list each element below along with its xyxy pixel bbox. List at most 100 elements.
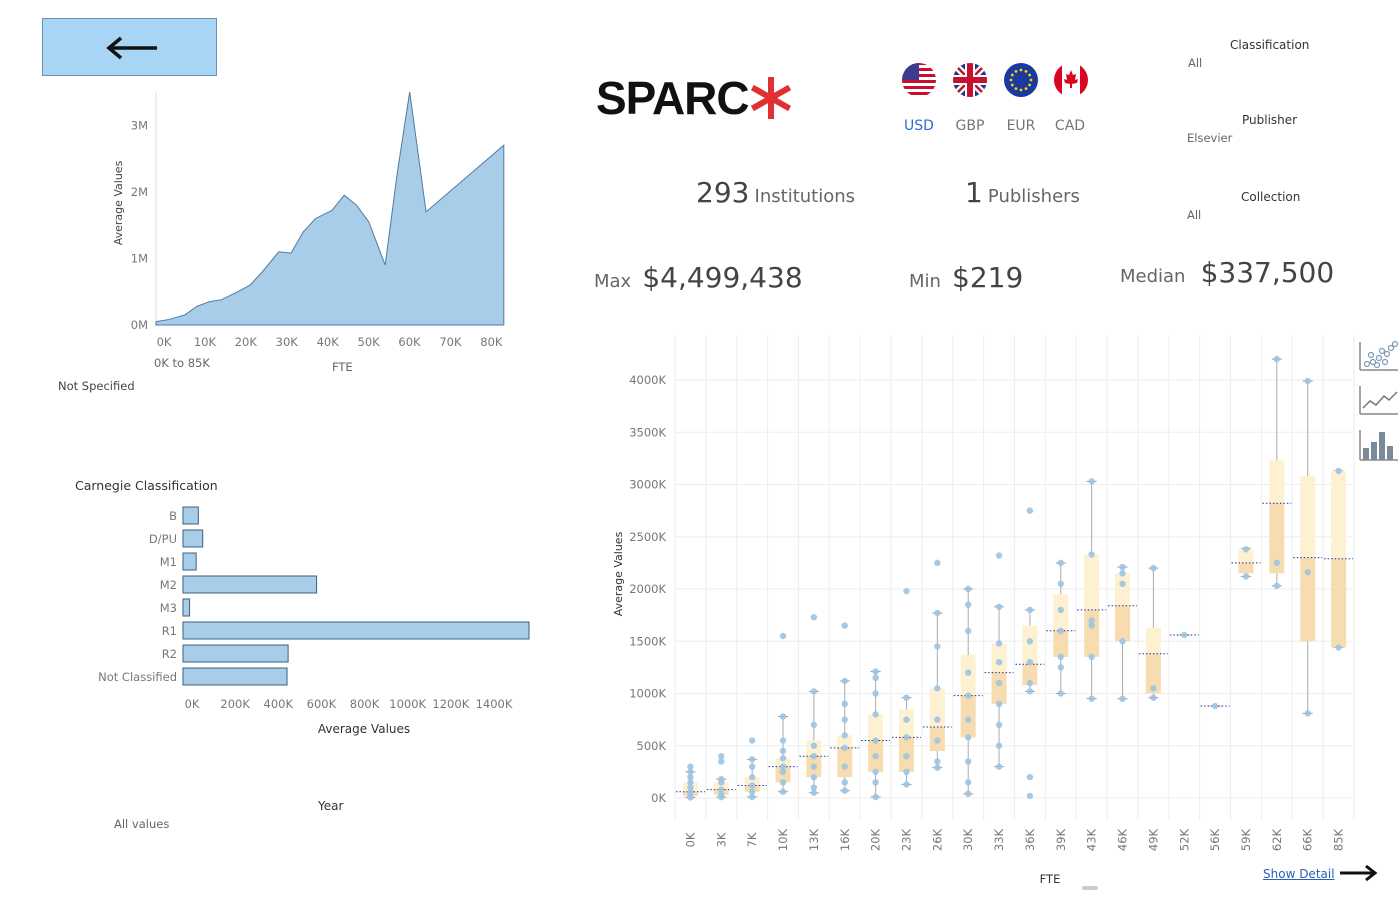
- canada-flag-icon[interactable]: [1053, 62, 1089, 98]
- box-group: [706, 753, 736, 801]
- carnegie-x-tick: 1000K: [389, 697, 426, 711]
- box-y-tick: 500K: [637, 739, 667, 753]
- box-y-tick: 3500K: [629, 425, 666, 439]
- box-lower: [1145, 653, 1161, 694]
- box-point: [1304, 710, 1311, 717]
- uk-flag-icon[interactable]: [952, 62, 988, 98]
- eu-star: [1010, 83, 1014, 87]
- box-point: [1273, 355, 1281, 363]
- box-lower: [1269, 503, 1285, 574]
- box-point: [1273, 559, 1281, 567]
- carnegie-category: M3: [160, 601, 177, 615]
- box-point: [934, 685, 941, 692]
- box-point: [1026, 792, 1034, 800]
- line-view-icon[interactable]: [1358, 384, 1398, 416]
- not-specified-label[interactable]: Not Specified: [58, 379, 135, 393]
- area-y-tick: 3M: [131, 118, 148, 132]
- show-detail-link[interactable]: Show Detail: [1263, 867, 1335, 881]
- box-upper: [744, 777, 760, 786]
- box-upper: [1269, 460, 1285, 504]
- box-point: [934, 643, 941, 650]
- box-point: [965, 716, 972, 723]
- area-y-label: Average Values: [112, 160, 125, 245]
- box-lower: [991, 672, 1007, 704]
- max-value: $4,499,438: [642, 261, 803, 294]
- box-upper: [837, 735, 853, 748]
- box-lower: [1331, 558, 1347, 648]
- box-x-tick: 16K: [838, 828, 852, 851]
- box-point: [995, 700, 1003, 708]
- box-point: [779, 788, 787, 795]
- scroll-handle[interactable]: [1082, 886, 1098, 890]
- box-point: [748, 788, 756, 795]
- box-point: [1057, 559, 1064, 567]
- currency-usd[interactable]: USD: [904, 118, 934, 134]
- box-point: [748, 793, 756, 801]
- bar-view-icon[interactable]: [1358, 428, 1398, 462]
- box-point: [1335, 467, 1342, 475]
- publishers-kpi: 1 Publishers: [965, 176, 1080, 209]
- institutions-count: 293: [696, 176, 750, 209]
- currency-cad[interactable]: CAD: [1054, 118, 1086, 134]
- arrow-left-icon: [106, 36, 157, 60]
- box-point: [965, 734, 972, 741]
- fte-range-label[interactable]: 0K to 85K: [154, 356, 210, 370]
- eu-star: [1014, 69, 1018, 73]
- publisher-filter-value[interactable]: Elsevier: [1187, 131, 1233, 145]
- box-point: [1119, 580, 1126, 587]
- eu-flag-icon[interactable]: [1003, 62, 1039, 98]
- box-group: [892, 587, 921, 788]
- box-group: [1231, 546, 1261, 580]
- area-y-tick: 1M: [131, 251, 148, 265]
- box-point: [872, 768, 879, 776]
- box-lower: [837, 747, 853, 778]
- collection-filter-value[interactable]: All: [1187, 208, 1202, 222]
- us-flag-icon[interactable]: [901, 62, 937, 98]
- box-point: [1242, 546, 1250, 553]
- carnegie-bar: [182, 529, 204, 548]
- publisher-filter-title: Publisher: [1242, 113, 1298, 127]
- area-x-tick: 60K: [398, 335, 421, 349]
- box-point: [934, 758, 941, 765]
- eu-star: [1024, 69, 1028, 73]
- box-point: [841, 779, 848, 786]
- box-point: [748, 756, 756, 763]
- box-point: [903, 587, 910, 595]
- box-upper: [1022, 625, 1038, 665]
- classification-filter-value[interactable]: All: [1188, 56, 1203, 70]
- box-point: [1088, 478, 1095, 485]
- box-group: [1015, 507, 1045, 800]
- area-x-tick: 50K: [358, 335, 381, 349]
- box-point: [872, 668, 879, 675]
- box-point: [1119, 563, 1126, 571]
- box-group: [1046, 559, 1076, 697]
- back-button[interactable]: [42, 18, 217, 76]
- currency-gbp[interactable]: GBP: [955, 118, 985, 134]
- max-kpi: Max $4,499,438: [594, 261, 803, 294]
- box-point: [1088, 695, 1095, 702]
- eu-star: [1014, 87, 1018, 91]
- year-filter-value[interactable]: All values: [114, 817, 170, 831]
- box-x-tick: 7K: [745, 832, 759, 847]
- scatter-view-icon[interactable]: [1358, 340, 1398, 372]
- carnegie-bar-chart: B D/PU M1 M2 M3 R1 R2 Not Classified 0K 200K 400K 6…: [98, 506, 530, 736]
- min-kpi: Min $219: [909, 261, 1023, 294]
- box-point: [779, 713, 787, 720]
- box-point: [995, 721, 1003, 729]
- currency-eur[interactable]: EUR: [1006, 118, 1036, 134]
- box-point: [903, 768, 910, 776]
- arrow-right-icon[interactable]: [1338, 862, 1378, 884]
- box-y-label: Average Values: [612, 531, 625, 616]
- box-point: [872, 737, 879, 744]
- box-lower: [1115, 605, 1131, 642]
- box-group: [953, 585, 983, 798]
- fte-filter-label: FTE: [332, 360, 353, 374]
- box-point: [779, 779, 787, 786]
- box-point: [1088, 622, 1095, 629]
- carnegie-x-tick: 600K: [307, 697, 337, 711]
- box-point: [1304, 377, 1311, 385]
- box-point: [872, 690, 879, 697]
- box-point: [748, 782, 756, 789]
- box-point: [841, 787, 848, 794]
- carnegie-category: B: [169, 509, 177, 523]
